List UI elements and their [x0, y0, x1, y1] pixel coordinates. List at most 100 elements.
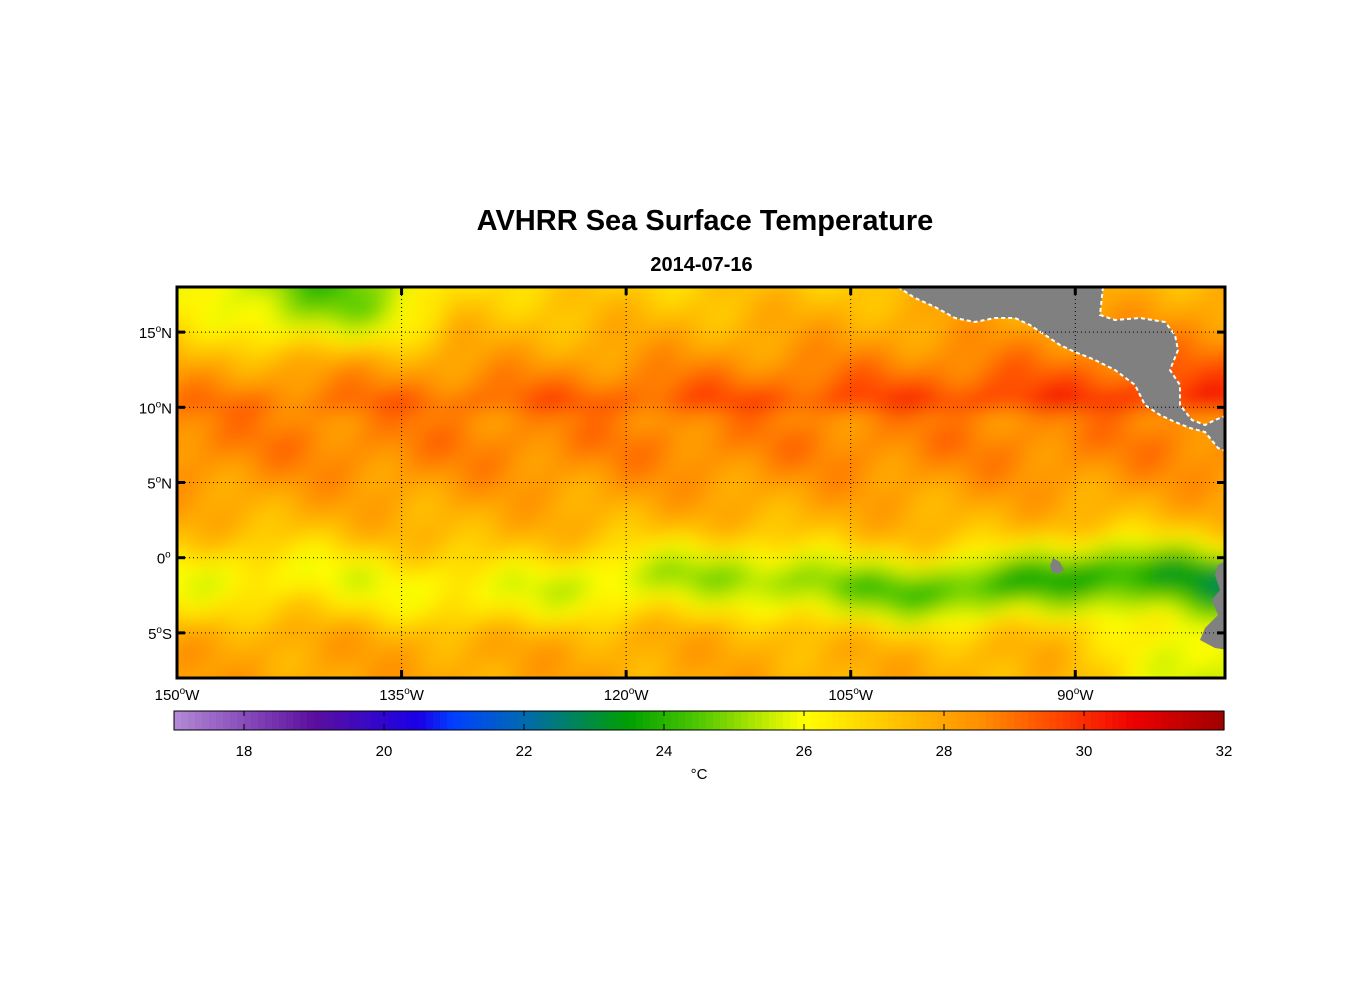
sst-cell	[709, 651, 722, 664]
sst-cell	[457, 687, 470, 700]
colorbar-segment	[895, 711, 903, 730]
colorbar-segment	[825, 711, 833, 730]
colorbar-segment	[629, 711, 637, 730]
sst-cell	[1033, 687, 1046, 700]
colorbar-segment	[272, 711, 280, 730]
sst-cell	[421, 399, 434, 412]
sst-cell	[421, 531, 434, 544]
lat-label: 5oS	[148, 625, 172, 643]
sst-cell	[289, 591, 302, 604]
sst-cell	[649, 363, 662, 376]
sst-cell	[337, 423, 350, 436]
sst-cell	[253, 567, 266, 580]
sst-cell	[445, 471, 458, 484]
sst-cell	[421, 567, 434, 580]
sst-cell	[685, 459, 698, 472]
sst-cell	[517, 459, 530, 472]
sst-cell	[1225, 459, 1238, 472]
sst-cell	[637, 411, 650, 424]
sst-cell	[361, 591, 374, 604]
sst-cell	[589, 327, 602, 340]
sst-cell	[349, 543, 362, 556]
sst-cell	[721, 543, 734, 556]
sst-cell	[1021, 507, 1034, 520]
sst-cell	[385, 423, 398, 436]
sst-cell	[181, 447, 194, 460]
sst-cell	[673, 411, 686, 424]
sst-cell	[241, 327, 254, 340]
sst-cell	[177, 663, 182, 676]
sst-cell	[589, 483, 602, 496]
sst-cell	[829, 579, 842, 592]
sst-cell	[985, 447, 998, 460]
sst-cell	[757, 375, 770, 388]
sst-cell	[469, 447, 482, 460]
sst-cell	[397, 351, 410, 364]
sst-cell	[685, 399, 698, 412]
sst-cell	[1093, 459, 1106, 472]
sst-cell	[457, 375, 470, 388]
sst-cell	[177, 351, 182, 364]
sst-cell	[829, 315, 842, 328]
sst-cell	[649, 339, 662, 352]
sst-cell	[1033, 363, 1046, 376]
sst-cell	[865, 543, 878, 556]
sst-cell	[409, 351, 422, 364]
sst-cell	[589, 287, 602, 292]
colorbar-segment	[797, 711, 805, 730]
sst-cell	[997, 399, 1010, 412]
sst-cell	[177, 555, 182, 568]
sst-cell	[577, 615, 590, 628]
sst-cell	[1045, 639, 1058, 652]
sst-cell	[661, 315, 674, 328]
sst-cell	[721, 507, 734, 520]
sst-cell	[289, 447, 302, 460]
sst-cell	[409, 303, 422, 316]
colorbar-segment	[1112, 711, 1120, 730]
sst-cell	[289, 663, 302, 676]
sst-cell	[877, 639, 890, 652]
sst-cell	[1153, 447, 1166, 460]
sst-cell	[769, 471, 782, 484]
sst-cell	[1057, 267, 1070, 280]
sst-cell	[805, 555, 818, 568]
sst-cell	[301, 435, 314, 448]
sst-cell	[841, 543, 854, 556]
sst-cell	[577, 555, 590, 568]
sst-cell	[661, 483, 674, 496]
sst-cell	[313, 495, 326, 508]
sst-cell	[217, 519, 230, 532]
sst-cell	[337, 287, 350, 292]
sst-cell	[445, 543, 458, 556]
sst-cell	[997, 615, 1010, 628]
colorbar-segment	[594, 711, 602, 730]
sst-cell	[805, 303, 818, 316]
sst-cell	[1093, 387, 1106, 400]
map-date: 2014-07-16	[650, 254, 753, 276]
sst-cell	[517, 375, 530, 388]
sst-cell	[565, 495, 578, 508]
sst-cell	[1045, 375, 1058, 388]
sst-cell	[433, 615, 446, 628]
sst-cell	[1081, 471, 1094, 484]
sst-cell	[205, 303, 218, 316]
colorbar-segment	[349, 711, 357, 730]
sst-cell	[1189, 687, 1202, 700]
sst-cell	[361, 471, 374, 484]
sst-cell	[445, 267, 458, 280]
sst-cell	[877, 615, 890, 628]
sst-cell	[177, 291, 182, 304]
sst-cell	[805, 327, 818, 340]
sst-cell	[757, 579, 770, 592]
sst-cell	[745, 651, 758, 664]
sst-cell	[721, 663, 734, 676]
sst-cell	[853, 567, 866, 580]
sst-cell	[961, 471, 974, 484]
sst-cell	[349, 411, 362, 424]
sst-cell	[925, 663, 938, 676]
sst-cell	[553, 591, 566, 604]
sst-cell	[817, 363, 830, 376]
sst-cell	[397, 267, 410, 280]
sst-cell	[553, 687, 566, 700]
sst-cell	[385, 555, 398, 568]
